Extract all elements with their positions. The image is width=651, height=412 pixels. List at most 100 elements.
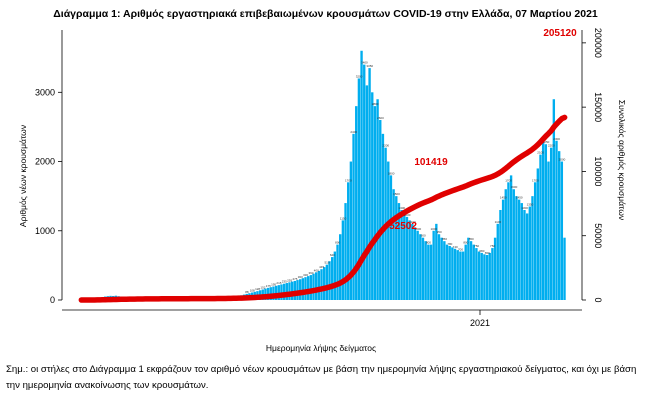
bar-label-154: 750 <box>490 244 495 248</box>
bar-106 <box>363 64 366 301</box>
bar-126 <box>416 230 419 300</box>
bar-77 <box>285 283 288 300</box>
bar-108 <box>368 68 371 300</box>
bar-label-76: 235 <box>282 280 287 284</box>
bar-label-170: 1700 <box>532 178 539 182</box>
bar-147 <box>472 244 475 300</box>
bar-107 <box>365 85 369 300</box>
bar-label-94: 620 <box>330 253 335 257</box>
bar-92 <box>325 264 329 300</box>
bar-labels-group: 88 108 128 152 175 195 215 235 255 275 30033036040… <box>245 61 565 294</box>
bar-label-70: 175 <box>266 284 271 288</box>
bar-125 <box>413 227 417 300</box>
chart-title: Διάγραμμα 1: Αριθμός εργαστηριακά επιβεβ… <box>53 8 598 20</box>
bar-label-150: 680 <box>479 249 484 253</box>
bar-129 <box>424 241 427 300</box>
bar-166 <box>523 210 526 300</box>
bar-label-162: 1600 <box>511 185 518 189</box>
bar-119 <box>397 203 401 300</box>
bar-172 <box>539 154 542 300</box>
bar-98 <box>341 220 345 300</box>
bar-label-104: 3200 <box>356 74 363 78</box>
bar-label-88: 400 <box>314 268 319 272</box>
bar-169 <box>531 196 534 300</box>
bar-170 <box>533 182 537 300</box>
bar-134 <box>437 234 441 300</box>
bar-89 <box>317 270 321 300</box>
bar-116 <box>389 175 393 300</box>
bar-153 <box>488 252 491 300</box>
bar-label-72: 195 <box>271 283 276 287</box>
y-right-tick-label-0: 0 <box>593 297 603 302</box>
bar-133 <box>435 223 438 300</box>
bar-label-168: 1350 <box>527 203 534 207</box>
y-right-tick-label-3: 150000 <box>593 92 603 122</box>
bar-label-78: 255 <box>287 278 292 282</box>
bar-label-62: 88 <box>245 290 249 294</box>
bar-label-156: 1100 <box>495 220 502 224</box>
bar-label-82: 300 <box>298 275 303 279</box>
cumulative-line <box>78 114 568 303</box>
bar-label-110: 2800 <box>372 102 379 106</box>
bar-180 <box>560 161 564 300</box>
bar-132 <box>432 230 435 300</box>
bar-label-102: 2400 <box>350 130 357 134</box>
bar-96 <box>336 244 339 300</box>
bar-131 <box>429 244 433 300</box>
bar-135 <box>440 237 443 300</box>
bar-93 <box>328 261 331 300</box>
bar-label-96: 800 <box>335 241 340 245</box>
bar-label-144: 800 <box>463 241 468 245</box>
bar-145 <box>467 237 470 300</box>
bar-151 <box>483 254 486 300</box>
bar-label-106: 3400 <box>361 61 368 65</box>
bar-159 <box>504 189 507 300</box>
y-axis-label-right: Συνολικός αριθμός κρουσμάτων <box>617 100 627 220</box>
bar-176 <box>549 147 553 300</box>
y-right-tick-label-4: 200000 <box>593 28 603 58</box>
bar-168 <box>528 206 531 300</box>
bar-160 <box>507 182 510 300</box>
y-right-tick-label-1: 50000 <box>593 223 603 248</box>
bar-104 <box>357 78 361 301</box>
bar-100 <box>347 182 350 300</box>
bar-87 <box>312 273 315 300</box>
bar-157 <box>499 210 502 300</box>
bar-label-128: 900 <box>421 234 426 238</box>
bar-101 <box>349 161 353 300</box>
bar-141 <box>456 250 459 300</box>
axes-group: 0 1000 2000 3000 0 50000 100000 150000 200000 202… <box>35 28 603 328</box>
bar-115 <box>387 161 390 300</box>
bar-102 <box>352 133 355 300</box>
bar-79 <box>290 281 294 300</box>
bar-97 <box>339 234 342 300</box>
y-axis-label-left: Αριθμός νέων κρουσμάτων <box>18 125 28 227</box>
bar-156 <box>496 223 499 300</box>
bar-label-130: 800 <box>426 241 431 245</box>
bar-140 <box>453 248 457 300</box>
bar-103 <box>355 106 358 301</box>
bar-label-142: 700 <box>458 248 463 252</box>
bar-105 <box>360 50 363 300</box>
bar-113 <box>381 133 385 300</box>
bar-175 <box>547 161 550 300</box>
cumulative-label-1: 101419 <box>414 157 448 168</box>
x-axis-label: Ημερομηνία λήψης δείγματος <box>266 343 376 353</box>
bar-label-152: 650 <box>485 251 490 255</box>
bar-110 <box>373 106 377 301</box>
bar-label-68: 152 <box>260 285 265 289</box>
bar-158 <box>501 199 505 300</box>
bar-label-164: 1450 <box>516 196 523 200</box>
y-left-tick-label-0: 0 <box>50 295 55 305</box>
bar-label-176: 2200 <box>548 144 555 148</box>
y-left-tick-label-3: 3000 <box>35 87 55 97</box>
bar-label-124: 1100 <box>409 220 416 224</box>
bar-128 <box>421 237 425 300</box>
bar-162 <box>512 189 515 300</box>
bar-73 <box>274 285 278 300</box>
bar-label-136: 850 <box>442 237 447 241</box>
bar-152 <box>485 255 489 300</box>
bar-165 <box>520 203 523 300</box>
bar-148 <box>475 248 478 300</box>
bar-label-80: 275 <box>292 277 297 281</box>
